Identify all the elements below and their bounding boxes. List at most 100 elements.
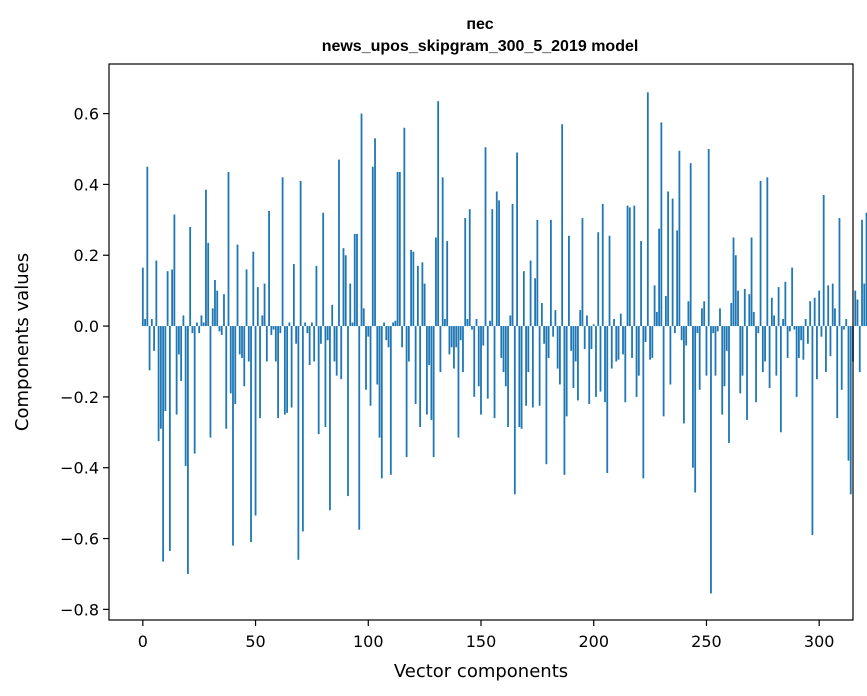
bar: [286, 326, 289, 413]
bar: [464, 218, 467, 327]
bar: [568, 235, 570, 327]
bar: [214, 280, 216, 327]
chart-title: пес: [466, 16, 493, 33]
bar: [468, 209, 471, 327]
bar: [342, 248, 345, 327]
bar: [441, 177, 444, 327]
bar: [477, 326, 480, 387]
bar: [380, 326, 383, 479]
bar: [800, 326, 803, 341]
bar: [279, 326, 282, 334]
bar: [313, 326, 316, 362]
bar: [761, 326, 764, 373]
bar: [435, 237, 437, 327]
bar: [845, 318, 848, 327]
bar: [782, 318, 785, 327]
bar: [209, 326, 212, 438]
bar: [734, 255, 737, 327]
bar: [202, 322, 205, 327]
bar: [495, 191, 498, 327]
bar: [748, 294, 751, 327]
bar: [459, 326, 462, 341]
bar: [590, 326, 593, 350]
bar: [831, 283, 834, 327]
bar: [236, 244, 239, 327]
bar: [565, 326, 568, 417]
bar: [669, 326, 672, 385]
bar: [502, 326, 505, 373]
bar: [146, 166, 149, 327]
bar: [509, 315, 512, 327]
bar: [326, 326, 329, 341]
bar: [367, 326, 370, 337]
bar: [676, 230, 679, 327]
x-tick-label: 100: [353, 632, 384, 651]
bar: [687, 301, 690, 327]
bar: [678, 150, 681, 327]
bar: [225, 326, 228, 429]
bar: [707, 148, 710, 327]
y-tick-label: 0.4: [74, 175, 99, 194]
bar: [597, 232, 600, 327]
bar: [843, 326, 845, 330]
bar: [779, 326, 782, 433]
bar: [175, 326, 178, 415]
bar: [834, 308, 836, 327]
bar: [414, 326, 417, 404]
bar: [552, 326, 555, 337]
bar: [588, 326, 591, 404]
bar: [829, 326, 832, 357]
plot-frame: [108, 63, 854, 621]
bar: [338, 159, 340, 327]
bar: [292, 264, 295, 327]
y-tick-label: −0.4: [60, 459, 99, 478]
bar: [807, 326, 809, 344]
bar: [200, 315, 203, 327]
bar: [153, 326, 155, 351]
bar: [315, 265, 318, 327]
bar: [743, 288, 746, 327]
bar: [777, 287, 780, 327]
bar: [155, 260, 158, 327]
bar: [211, 308, 214, 327]
bar: [804, 318, 807, 327]
bar: [827, 285, 830, 327]
bar: [613, 318, 615, 327]
bar: [741, 326, 744, 376]
bar: [640, 241, 642, 327]
bar: [453, 326, 455, 369]
bar: [486, 326, 489, 399]
bar: [570, 326, 573, 351]
bar: [344, 255, 347, 327]
bar: [193, 326, 196, 454]
bar: [308, 326, 311, 366]
x-tick-label: 300: [804, 632, 835, 651]
bar: [480, 326, 482, 415]
bar: [189, 226, 192, 327]
bar: [466, 318, 469, 327]
bar: [604, 326, 606, 403]
bar: [764, 326, 766, 362]
bar: [353, 233, 356, 327]
bar: [500, 326, 503, 358]
bar: [245, 269, 248, 327]
bar: [795, 326, 798, 397]
bar: [268, 210, 270, 327]
bar: [187, 326, 189, 574]
bar: [475, 318, 478, 327]
bar: [721, 326, 724, 415]
bar: [322, 212, 325, 327]
bar: [425, 326, 428, 415]
bar: [816, 326, 818, 380]
y-tick-label: −0.8: [60, 600, 99, 619]
bar: [448, 326, 451, 355]
bar: [543, 326, 546, 344]
bar: [644, 326, 647, 342]
bar: [347, 326, 349, 497]
bar: [658, 228, 661, 327]
x-tick-label: 0: [138, 632, 148, 651]
bar: [572, 326, 575, 389]
bar: [705, 326, 708, 376]
bar: [626, 205, 629, 327]
bar: [750, 237, 753, 327]
